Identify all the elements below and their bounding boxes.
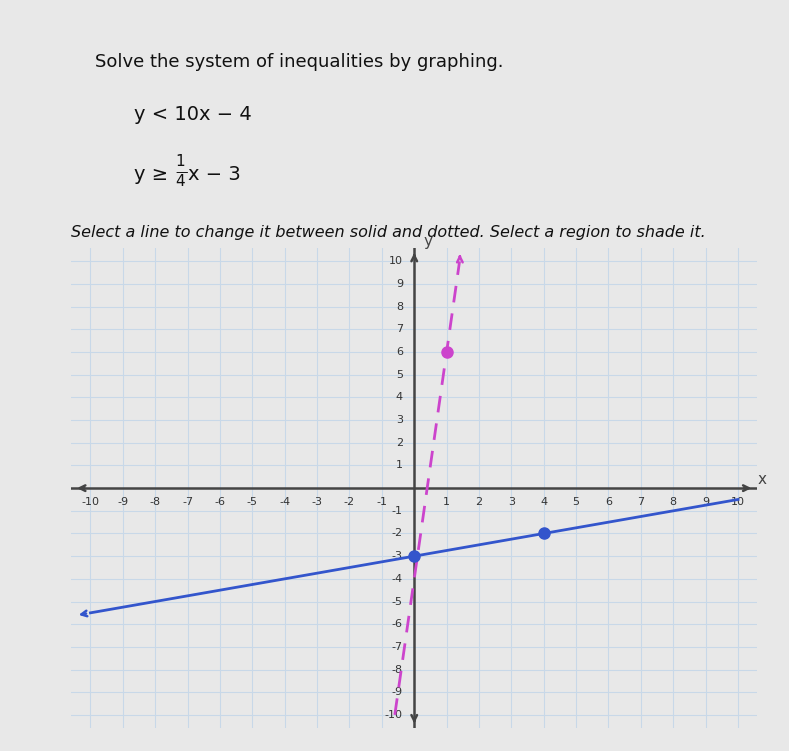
- Text: x − 3: x − 3: [188, 165, 241, 184]
- Text: 5: 5: [573, 497, 580, 507]
- Text: -2: -2: [344, 497, 355, 507]
- Text: 1: 1: [443, 497, 450, 507]
- Text: 1: 1: [175, 154, 185, 169]
- Text: 5: 5: [396, 369, 403, 380]
- Text: 2: 2: [396, 438, 403, 448]
- Text: -10: -10: [385, 710, 403, 720]
- Text: 2: 2: [476, 497, 483, 507]
- Text: -3: -3: [392, 551, 403, 561]
- Text: —: —: [175, 166, 188, 179]
- Text: y ≥: y ≥: [134, 165, 174, 184]
- Text: -9: -9: [392, 687, 403, 697]
- Text: -8: -8: [392, 665, 403, 674]
- Text: Solve the system of inequalities by graphing.: Solve the system of inequalities by grap…: [95, 53, 503, 71]
- Text: -10: -10: [81, 497, 99, 507]
- Text: -6: -6: [215, 497, 226, 507]
- Text: -5: -5: [392, 596, 403, 607]
- Text: 1: 1: [396, 460, 403, 470]
- Text: 4: 4: [540, 497, 548, 507]
- Text: -8: -8: [150, 497, 161, 507]
- Text: -4: -4: [392, 574, 403, 584]
- Text: 6: 6: [605, 497, 612, 507]
- Text: -9: -9: [118, 497, 129, 507]
- Text: 6: 6: [396, 347, 403, 357]
- Text: Select a line to change it between solid and dotted. Select a region to shade it: Select a line to change it between solid…: [71, 225, 705, 240]
- Text: 9: 9: [396, 279, 403, 289]
- Text: -1: -1: [392, 506, 403, 516]
- Text: 8: 8: [396, 302, 403, 312]
- Text: -4: -4: [279, 497, 290, 507]
- Text: y: y: [424, 234, 433, 249]
- Text: 3: 3: [508, 497, 515, 507]
- Text: -7: -7: [182, 497, 193, 507]
- Text: 8: 8: [670, 497, 677, 507]
- Text: 10: 10: [731, 497, 745, 507]
- Text: -6: -6: [392, 619, 403, 629]
- Text: 3: 3: [396, 415, 403, 425]
- Text: 9: 9: [702, 497, 709, 507]
- Text: -2: -2: [392, 529, 403, 538]
- Text: 4: 4: [175, 174, 185, 189]
- Text: -5: -5: [247, 497, 258, 507]
- Text: 10: 10: [389, 256, 403, 267]
- Text: y < 10x − 4: y < 10x − 4: [134, 105, 252, 124]
- Text: 7: 7: [638, 497, 645, 507]
- Text: 7: 7: [396, 324, 403, 334]
- Text: -7: -7: [392, 642, 403, 652]
- Text: x: x: [757, 472, 766, 487]
- Text: -3: -3: [312, 497, 323, 507]
- Text: 4: 4: [396, 393, 403, 403]
- Text: -1: -1: [376, 497, 387, 507]
